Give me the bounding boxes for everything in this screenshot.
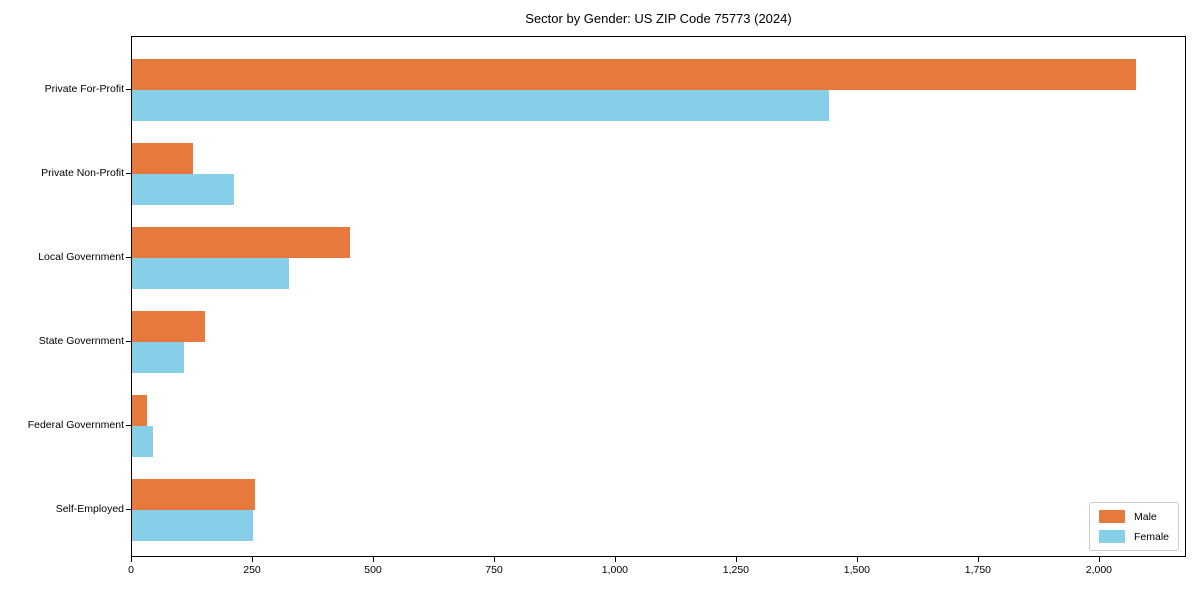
x-tick-mark — [131, 557, 132, 562]
legend-swatch-female — [1098, 530, 1125, 543]
x-tick-mark — [977, 557, 979, 562]
y-tick-mark — [126, 509, 131, 510]
bar-male-federal-government — [132, 395, 147, 426]
x-axis-tick-label: 0 — [128, 564, 134, 576]
bar-male-private-for-profit — [132, 59, 1137, 90]
x-axis-tick-label: 500 — [364, 564, 382, 576]
y-tick-mark — [126, 341, 131, 342]
y-axis-label-private-for-profit: Private For-Profit — [44, 82, 124, 95]
y-tick-mark — [126, 425, 131, 426]
y-axis-label-self-employed: Self-Employed — [55, 502, 124, 515]
x-tick-mark — [373, 557, 374, 562]
x-axis-tick-label: 1,500 — [843, 564, 871, 576]
bar-female-state-government — [132, 342, 184, 373]
bar-female-private-for-profit — [132, 90, 829, 121]
bar-male-self-employed — [132, 479, 256, 510]
bar-male-local-government — [132, 227, 350, 258]
y-tick-mark — [126, 89, 131, 90]
x-axis-tick-label: 250 — [243, 564, 261, 576]
y-axis-label-private-non-profit: Private Non-Profit — [41, 166, 124, 179]
bar-female-local-government — [132, 258, 290, 289]
y-axis-label-state-government: State Government — [38, 334, 124, 347]
y-axis-label-local-government: Local Government — [38, 250, 124, 263]
x-tick-mark — [856, 557, 858, 562]
x-tick-mark — [1098, 557, 1100, 562]
x-tick-mark — [735, 557, 737, 562]
bar-male-state-government — [132, 311, 205, 342]
x-axis-tick-label: 2,000 — [1085, 564, 1113, 576]
bar-female-federal-government — [132, 426, 153, 457]
legend: Male Female — [1088, 502, 1179, 551]
y-tick-mark — [126, 173, 131, 174]
y-tick-mark — [126, 257, 131, 258]
x-axis-tick-label: 1,750 — [964, 564, 992, 576]
x-tick-mark — [494, 557, 495, 562]
bar-male-private-non-profit — [132, 143, 193, 174]
bar-female-self-employed — [132, 510, 253, 541]
y-axis-label-federal-government: Federal Government — [27, 418, 124, 431]
legend-entry-male: Male — [1098, 510, 1169, 523]
bar-female-private-non-profit — [132, 174, 234, 205]
chart-title: Sector by Gender: US ZIP Code 75773 (202… — [525, 11, 792, 26]
x-axis-tick-label: 1,000 — [601, 564, 629, 576]
x-axis-tick-label: 1,250 — [722, 564, 750, 576]
plot-area: Male Female — [131, 36, 1186, 557]
legend-swatch-male — [1098, 510, 1125, 523]
x-axis-tick-label: 750 — [485, 564, 503, 576]
x-tick-mark — [252, 557, 253, 562]
legend-label-female: Female — [1133, 530, 1169, 543]
legend-entry-female: Female — [1098, 530, 1169, 543]
legend-label-male: Male — [1133, 510, 1157, 523]
x-tick-mark — [614, 557, 616, 562]
